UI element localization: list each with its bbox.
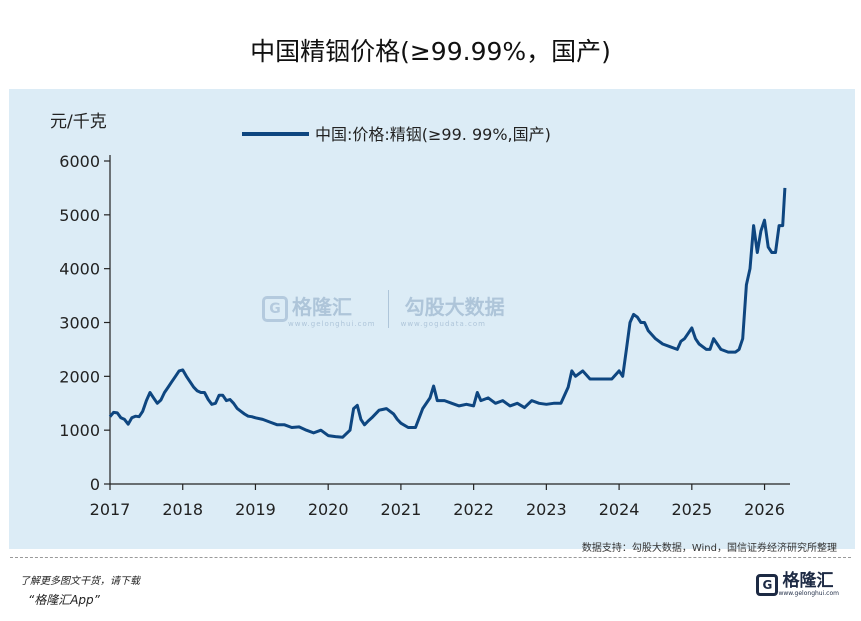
- x-tick-label: 2022: [453, 500, 494, 519]
- y-tick-label: 6000: [59, 152, 100, 171]
- watermark-brand-block: 格隆汇 www.gelonghui.com: [288, 291, 376, 328]
- watermark-data-url: www.gogudata.com: [400, 319, 486, 328]
- source-note: 数据支持：勾股大数据，Wind，国信证券经济研究所整理: [581, 543, 837, 554]
- g-logo-icon: G: [756, 574, 779, 596]
- footer-app-name[interactable]: “格隆汇App”: [28, 593, 100, 607]
- watermark: G 格隆汇 www.gelonghui.com 勾股大数据 www.goguda…: [262, 290, 505, 328]
- footer-download-text: 了解更多图文干货，请下载: [20, 576, 140, 587]
- x-tick-label: 2025: [671, 500, 712, 519]
- footer-logo-name: 格隆汇: [782, 571, 834, 591]
- series-line-indium-price: [108, 187, 787, 439]
- y-tick-label: 2000: [59, 367, 100, 386]
- x-tick-label: 2024: [599, 500, 640, 519]
- x-tick-label: 2018: [162, 500, 203, 519]
- footer-logo-text-block: 格隆汇 www.gelonghui.com: [778, 571, 839, 598]
- chart-title: 中国精铟价格(≥99.99%，国产): [250, 37, 611, 66]
- g-logo-icon: G: [262, 296, 288, 322]
- footer-logo[interactable]: G 格隆汇 www.gelonghui.com: [756, 573, 839, 597]
- x-tick-label: 2021: [381, 500, 422, 519]
- x-tick-label: 2019: [235, 500, 276, 519]
- legend: 中国:价格:精铟(≥99. 99%,国产): [242, 125, 551, 144]
- watermark-brand-url: www.gelonghui.com: [288, 319, 376, 328]
- watermark-data-block: 勾股大数据 www.gogudata.com: [401, 291, 505, 328]
- y-tick-label: 3000: [59, 314, 100, 333]
- y-axis-unit-label: 元/千克: [50, 112, 107, 132]
- x-tick-label: 2020: [308, 500, 349, 519]
- footer-logo-url: www.gelonghui.com: [778, 590, 839, 597]
- x-tick-label: 2017: [90, 500, 131, 519]
- watermark-divider: [387, 290, 389, 328]
- x-tick-label: 2023: [526, 500, 567, 519]
- line-chart: 中国:价格:精铟(≥99. 99%,国产) 0 1000 2000 3000 4000 5…: [59, 125, 790, 519]
- watermark-data-brand: 勾股大数据: [404, 294, 505, 319]
- y-tick-label: 4000: [59, 260, 100, 279]
- y-tick-label: 1000: [59, 421, 100, 440]
- divider: [10, 557, 851, 558]
- watermark-brand: 格隆汇: [292, 294, 352, 319]
- y-tick-label: 5000: [59, 206, 100, 225]
- chart-plot-area: 中国:价格:精铟(≥99. 99%,国产) 0 1000 2000 3000 4000 5…: [9, 89, 855, 549]
- y-tick-label: 0: [90, 475, 100, 494]
- legend-label: 中国:价格:精铟(≥99. 99%,国产): [315, 125, 551, 144]
- x-tick-label: 2026: [744, 500, 785, 519]
